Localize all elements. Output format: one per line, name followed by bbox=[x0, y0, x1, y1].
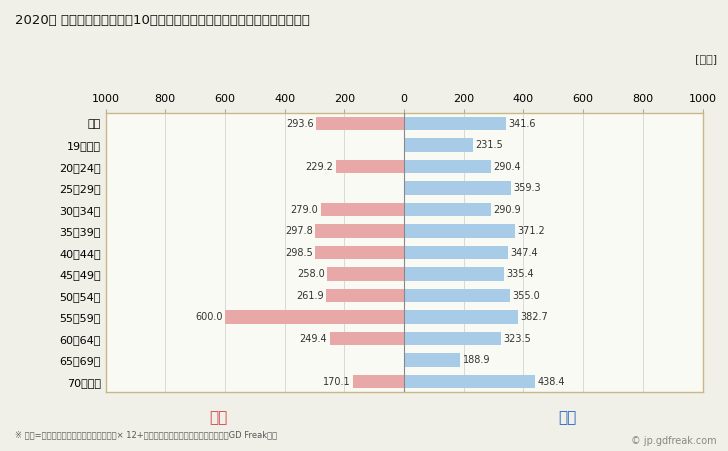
Bar bbox=[353, 375, 404, 388]
Text: 335.4: 335.4 bbox=[507, 269, 534, 279]
Text: 293.6: 293.6 bbox=[286, 119, 314, 129]
Bar bbox=[321, 203, 404, 216]
Bar bbox=[404, 181, 511, 195]
Text: 2020年 民間企業（従業者数10人以上）フルタイム労働者の男女別平均年収: 2020年 民間企業（従業者数10人以上）フルタイム労働者の男女別平均年収 bbox=[15, 14, 309, 27]
Bar bbox=[404, 160, 491, 173]
Text: 229.2: 229.2 bbox=[305, 161, 333, 171]
Bar bbox=[330, 332, 404, 345]
Bar bbox=[317, 117, 404, 130]
Bar bbox=[327, 267, 404, 281]
Bar bbox=[336, 160, 404, 173]
Bar bbox=[404, 332, 501, 345]
Text: 249.4: 249.4 bbox=[300, 334, 327, 344]
Bar bbox=[225, 310, 404, 324]
Bar bbox=[404, 117, 506, 130]
Text: 600.0: 600.0 bbox=[195, 312, 223, 322]
Text: 347.4: 347.4 bbox=[510, 248, 538, 258]
Text: 231.5: 231.5 bbox=[475, 140, 503, 150]
Bar bbox=[404, 354, 460, 367]
Text: 297.8: 297.8 bbox=[285, 226, 313, 236]
Bar bbox=[404, 225, 515, 238]
Bar bbox=[404, 138, 473, 152]
Text: 170.1: 170.1 bbox=[323, 377, 351, 387]
Bar bbox=[404, 375, 535, 388]
Text: 371.2: 371.2 bbox=[517, 226, 545, 236]
Text: 188.9: 188.9 bbox=[463, 355, 491, 365]
Text: 290.9: 290.9 bbox=[494, 205, 521, 215]
Text: 290.4: 290.4 bbox=[493, 161, 521, 171]
Text: © jp.gdfreak.com: © jp.gdfreak.com bbox=[631, 437, 717, 446]
Text: 279.0: 279.0 bbox=[290, 205, 318, 215]
Text: 258.0: 258.0 bbox=[297, 269, 325, 279]
Bar bbox=[326, 289, 404, 302]
Bar bbox=[404, 289, 510, 302]
Text: 261.9: 261.9 bbox=[296, 290, 323, 300]
Text: 298.5: 298.5 bbox=[285, 248, 312, 258]
Text: [万円]: [万円] bbox=[695, 54, 717, 64]
Text: 438.4: 438.4 bbox=[537, 377, 565, 387]
Text: 323.5: 323.5 bbox=[503, 334, 531, 344]
Bar bbox=[315, 225, 404, 238]
Text: 341.6: 341.6 bbox=[508, 119, 536, 129]
Bar bbox=[404, 267, 505, 281]
Text: 女性: 女性 bbox=[209, 410, 228, 425]
Bar bbox=[404, 310, 518, 324]
Text: 382.7: 382.7 bbox=[521, 312, 548, 322]
Text: 355.0: 355.0 bbox=[513, 290, 540, 300]
Text: 男性: 男性 bbox=[558, 410, 577, 425]
Text: ※ 年収=「きまって支給する現金給与額」× 12+「年間賞与その他特別給与額」としてGD Freak推計: ※ 年収=「きまって支給する現金給与額」× 12+「年間賞与その他特別給与額」と… bbox=[15, 431, 277, 440]
Bar bbox=[315, 246, 404, 259]
Bar bbox=[404, 203, 491, 216]
Text: 359.3: 359.3 bbox=[514, 183, 542, 193]
Bar bbox=[404, 246, 507, 259]
